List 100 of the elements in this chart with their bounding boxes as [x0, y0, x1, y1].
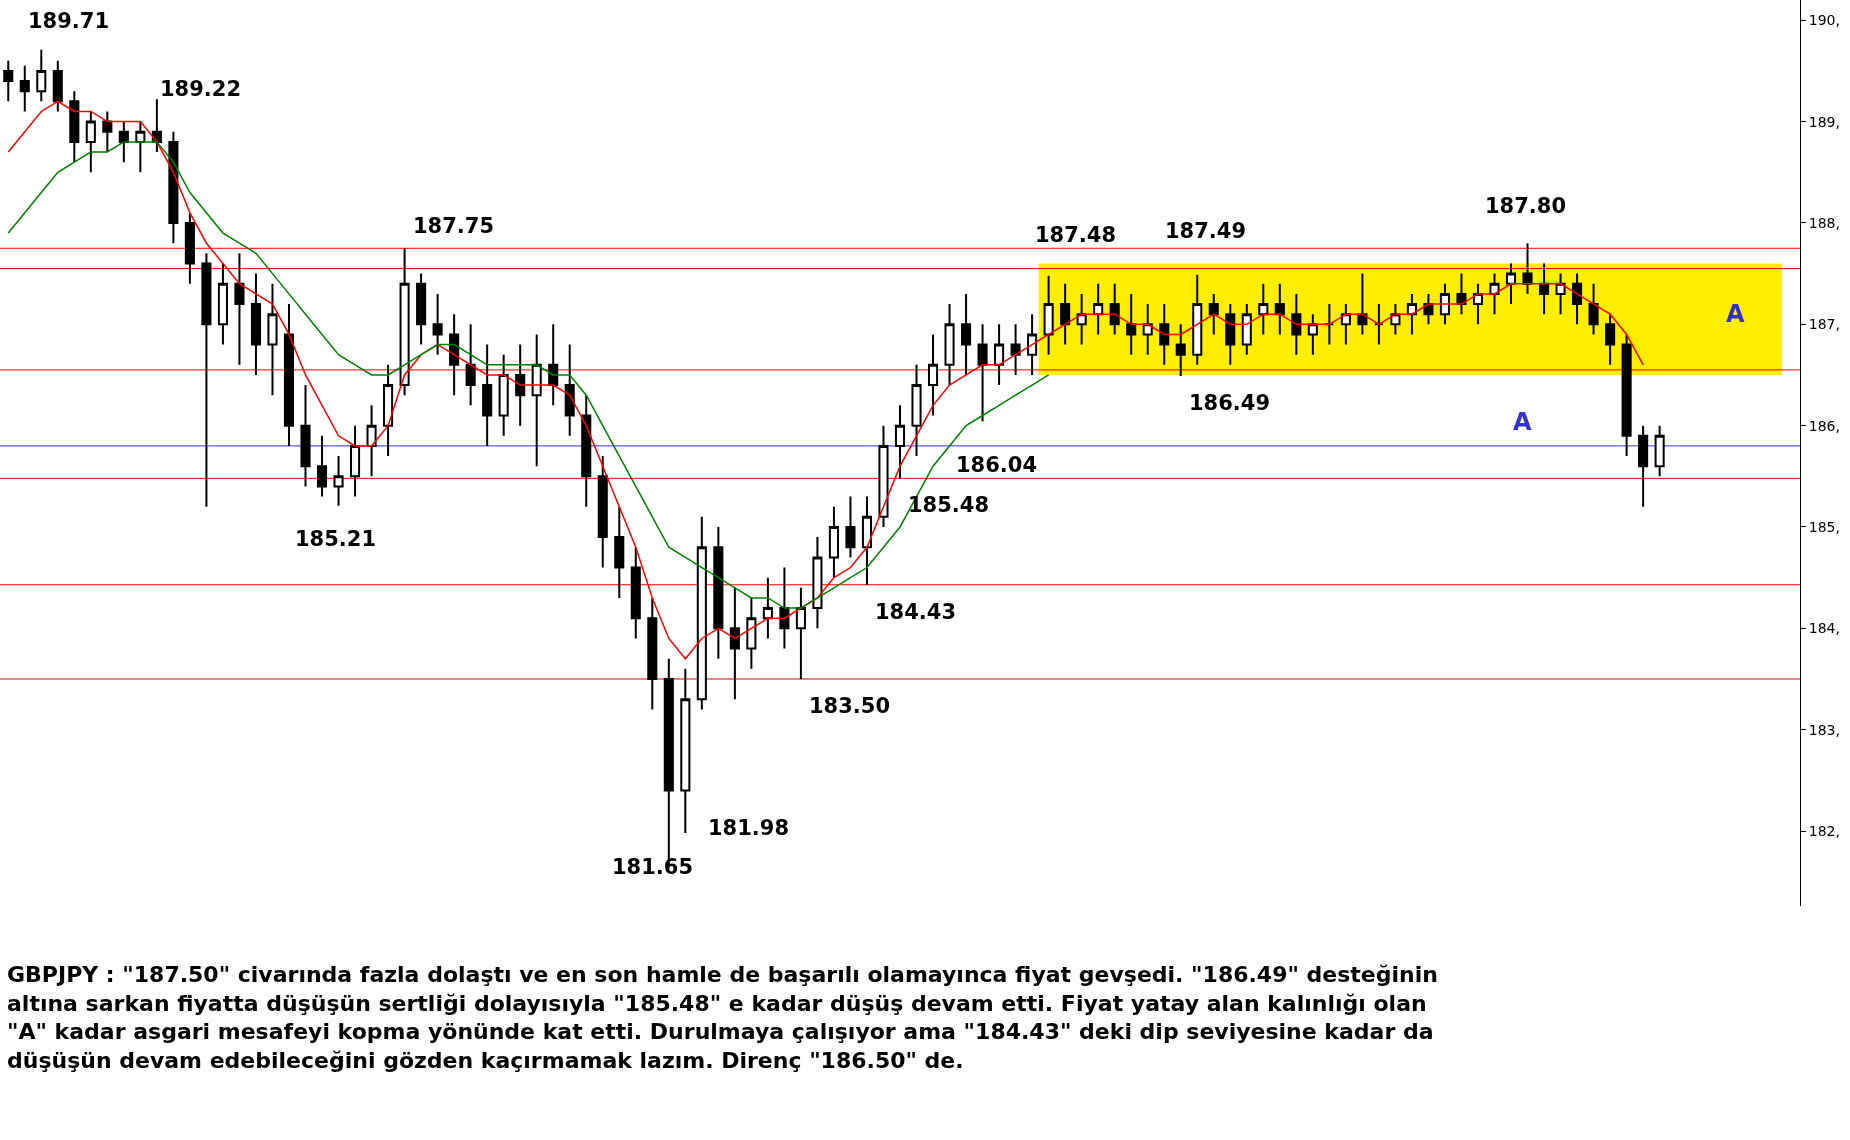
candlestick — [614, 505, 625, 599]
y-tick-label: 190, — [1808, 12, 1840, 29]
candlestick — [944, 303, 955, 387]
candlestick — [333, 455, 344, 507]
candlestick — [1027, 313, 1038, 376]
candlestick — [1274, 282, 1285, 336]
candlestick — [498, 353, 509, 437]
candlestick — [911, 363, 922, 458]
annotation: 183.50 — [809, 694, 891, 718]
candlestick — [399, 247, 410, 397]
y-tick-label: 188, — [1808, 214, 1840, 231]
candlestick — [217, 262, 228, 346]
candlestick — [564, 343, 575, 437]
annotation: 186.04 — [956, 453, 1038, 477]
candlestick — [3, 59, 14, 103]
candlestick — [531, 333, 542, 468]
candlestick — [1208, 292, 1219, 336]
candlestick — [1060, 282, 1071, 346]
annotation: 184.43 — [875, 600, 957, 624]
candlestick — [1159, 303, 1170, 366]
candlestick — [1505, 262, 1517, 306]
candlestick — [1472, 282, 1484, 326]
candlestick — [1241, 303, 1252, 356]
candlestick — [1456, 272, 1467, 316]
candlestick — [1555, 272, 1566, 316]
candlestick — [1406, 292, 1417, 336]
candlestick — [135, 120, 146, 174]
candlestick — [52, 59, 63, 113]
candlestick — [994, 323, 1005, 387]
candlestick — [1522, 242, 1533, 295]
candlestick — [647, 596, 658, 711]
candlestick — [1192, 273, 1203, 366]
candlestick — [1225, 303, 1236, 366]
annotation: 187.80 — [1485, 194, 1567, 218]
candlestick — [1291, 292, 1302, 356]
candlestick — [1588, 282, 1599, 336]
candlestick — [696, 515, 707, 711]
candlestick — [250, 272, 262, 376]
candlestick — [845, 495, 856, 559]
annotation: 181.98 — [708, 816, 790, 840]
candlestick — [19, 64, 30, 113]
y-tick-label: 189, — [1808, 113, 1840, 130]
candlestick — [894, 404, 906, 480]
candlestick — [168, 130, 179, 245]
candlestick — [1538, 262, 1550, 316]
annotation: 185.21 — [295, 527, 377, 551]
candlestick — [201, 252, 212, 508]
candlestick — [581, 394, 592, 508]
candlestick — [1357, 272, 1368, 336]
candlestick — [548, 323, 559, 407]
annotation: 181.65 — [612, 855, 694, 879]
candlestick — [383, 363, 394, 458]
annotation: 187.75 — [413, 214, 495, 238]
candlestick — [69, 90, 80, 164]
candlestick — [1423, 292, 1434, 326]
annotation: 189.71 — [28, 9, 110, 33]
candlestick — [713, 525, 724, 660]
candlestick — [977, 323, 988, 423]
candlestick — [1605, 313, 1616, 366]
candlestick — [680, 667, 691, 835]
candlestick — [762, 576, 773, 640]
text: GBPJPY : "187.50" civarında fazla dolaştı ve en son hamle de başarılı olamayınca fiyat gevşedi. "186.49" desteğinin altına sarkan fiyatta düşüşün sertliği dolayısıyla "185.48" e kadar düşüş devam etti. Fiyat yatay alan kalınlığı olan "A" kadar asgari mesafeyi kopma yönünde kat etti. Durulmaya çalışıyor ama "184.43" deki dip seviyesine kadar da düşüşün devam edebileceğini gözden kaçırmamak lazım. Direnç "186.50" de. — [7, 962, 1438, 1073]
candlestick — [1142, 303, 1153, 356]
candlestick — [1043, 274, 1054, 356]
candlestick — [630, 546, 641, 640]
candlestick — [1340, 303, 1351, 346]
y-tick-label: 183, — [1808, 721, 1840, 738]
candlestick — [927, 333, 939, 417]
y-tick-label: 182, — [1808, 822, 1840, 839]
annotation: 187.48 — [1035, 223, 1117, 247]
candlestick — [597, 455, 608, 569]
text: A — [1726, 300, 1745, 328]
candlestick — [1126, 292, 1137, 356]
candlestick — [283, 303, 295, 447]
candlestick — [1258, 282, 1269, 336]
candlestick — [961, 292, 972, 376]
candlestick — [1373, 303, 1384, 346]
candlestick — [729, 586, 740, 701]
annotation: 186.49 — [1189, 391, 1271, 415]
candlestick — [861, 495, 873, 586]
candlestick — [350, 424, 361, 498]
candlestick — [1307, 313, 1318, 356]
candlestick — [1076, 292, 1087, 346]
y-tick-label: 187, — [1808, 316, 1840, 333]
candlestick — [795, 586, 806, 680]
candlestick — [118, 120, 129, 164]
candlestick — [1638, 424, 1649, 508]
candlestick — [184, 211, 195, 285]
candlestick — [1109, 282, 1120, 336]
candlestick — [1572, 272, 1583, 326]
annotation: 189.22 — [160, 77, 242, 101]
candlestick — [465, 323, 476, 407]
candlestick — [102, 110, 113, 154]
candlestick — [828, 505, 839, 579]
candlestick — [36, 48, 47, 103]
candlestick — [366, 404, 377, 478]
candlestick — [449, 313, 460, 397]
candlestick — [300, 384, 311, 488]
candlestick — [267, 282, 278, 397]
y-tick-label: 184, — [1808, 620, 1840, 637]
